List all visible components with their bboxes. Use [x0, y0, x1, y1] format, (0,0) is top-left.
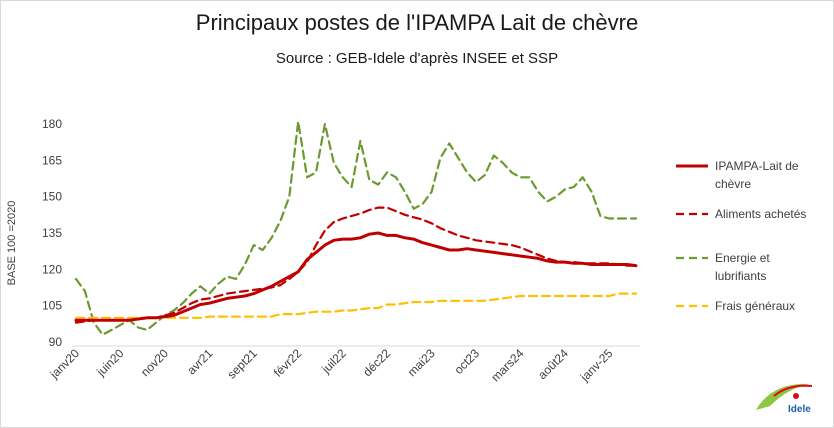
- y-tick-label: 150: [42, 190, 62, 204]
- y-tick-label: 105: [42, 299, 62, 313]
- legend-label-3: Frais généraux: [715, 299, 795, 313]
- x-tick-label: nov20: [138, 346, 171, 379]
- chart-title: Principaux postes de l'IPAMPA Lait de ch…: [195, 10, 639, 35]
- x-tick-label: oct23: [451, 346, 482, 377]
- series-line-0: [74, 231, 638, 322]
- chart-subtitle: Source : GEB-Idele d'après INSEE et SSP: [275, 50, 559, 67]
- series-line-2: [74, 120, 638, 336]
- x-tick-label: janv20: [47, 346, 83, 382]
- y-axis-label: BASE 100 =2020: [6, 201, 18, 286]
- y-tick-label: 135: [42, 226, 62, 240]
- legend-label-0: IPAMPA-Lait de: [715, 159, 799, 173]
- x-tick-label: août24: [535, 346, 571, 382]
- x-tick-label: juin20: [93, 346, 126, 379]
- series-line-1: [74, 206, 638, 324]
- logo-text: Idele: [788, 404, 811, 415]
- y-tick-label: 180: [42, 117, 62, 131]
- legend-label-2: lubrifiants: [715, 269, 766, 283]
- x-tick-label: sept21: [225, 346, 261, 382]
- x-tick-label: janv-25: [577, 346, 616, 385]
- x-tick-label: mai23: [405, 346, 438, 379]
- y-tick-label: 90: [49, 335, 63, 349]
- series-line-3: [74, 292, 638, 319]
- legend-label-2: Energie et: [715, 251, 770, 265]
- y-tick-label: 120: [42, 262, 62, 276]
- x-tick-label: avr21: [184, 346, 215, 377]
- idele-logo: Idele: [752, 376, 816, 416]
- x-tick-label: mars24: [488, 346, 526, 384]
- legend-label-1: Aliments achetés: [715, 207, 806, 221]
- x-tick-label: juil22: [318, 346, 349, 377]
- legend-label-0: chèvre: [715, 177, 751, 191]
- x-tick-label: févr22: [271, 346, 305, 380]
- x-tick-label: déc22: [360, 346, 393, 379]
- y-tick-label: 165: [42, 153, 62, 167]
